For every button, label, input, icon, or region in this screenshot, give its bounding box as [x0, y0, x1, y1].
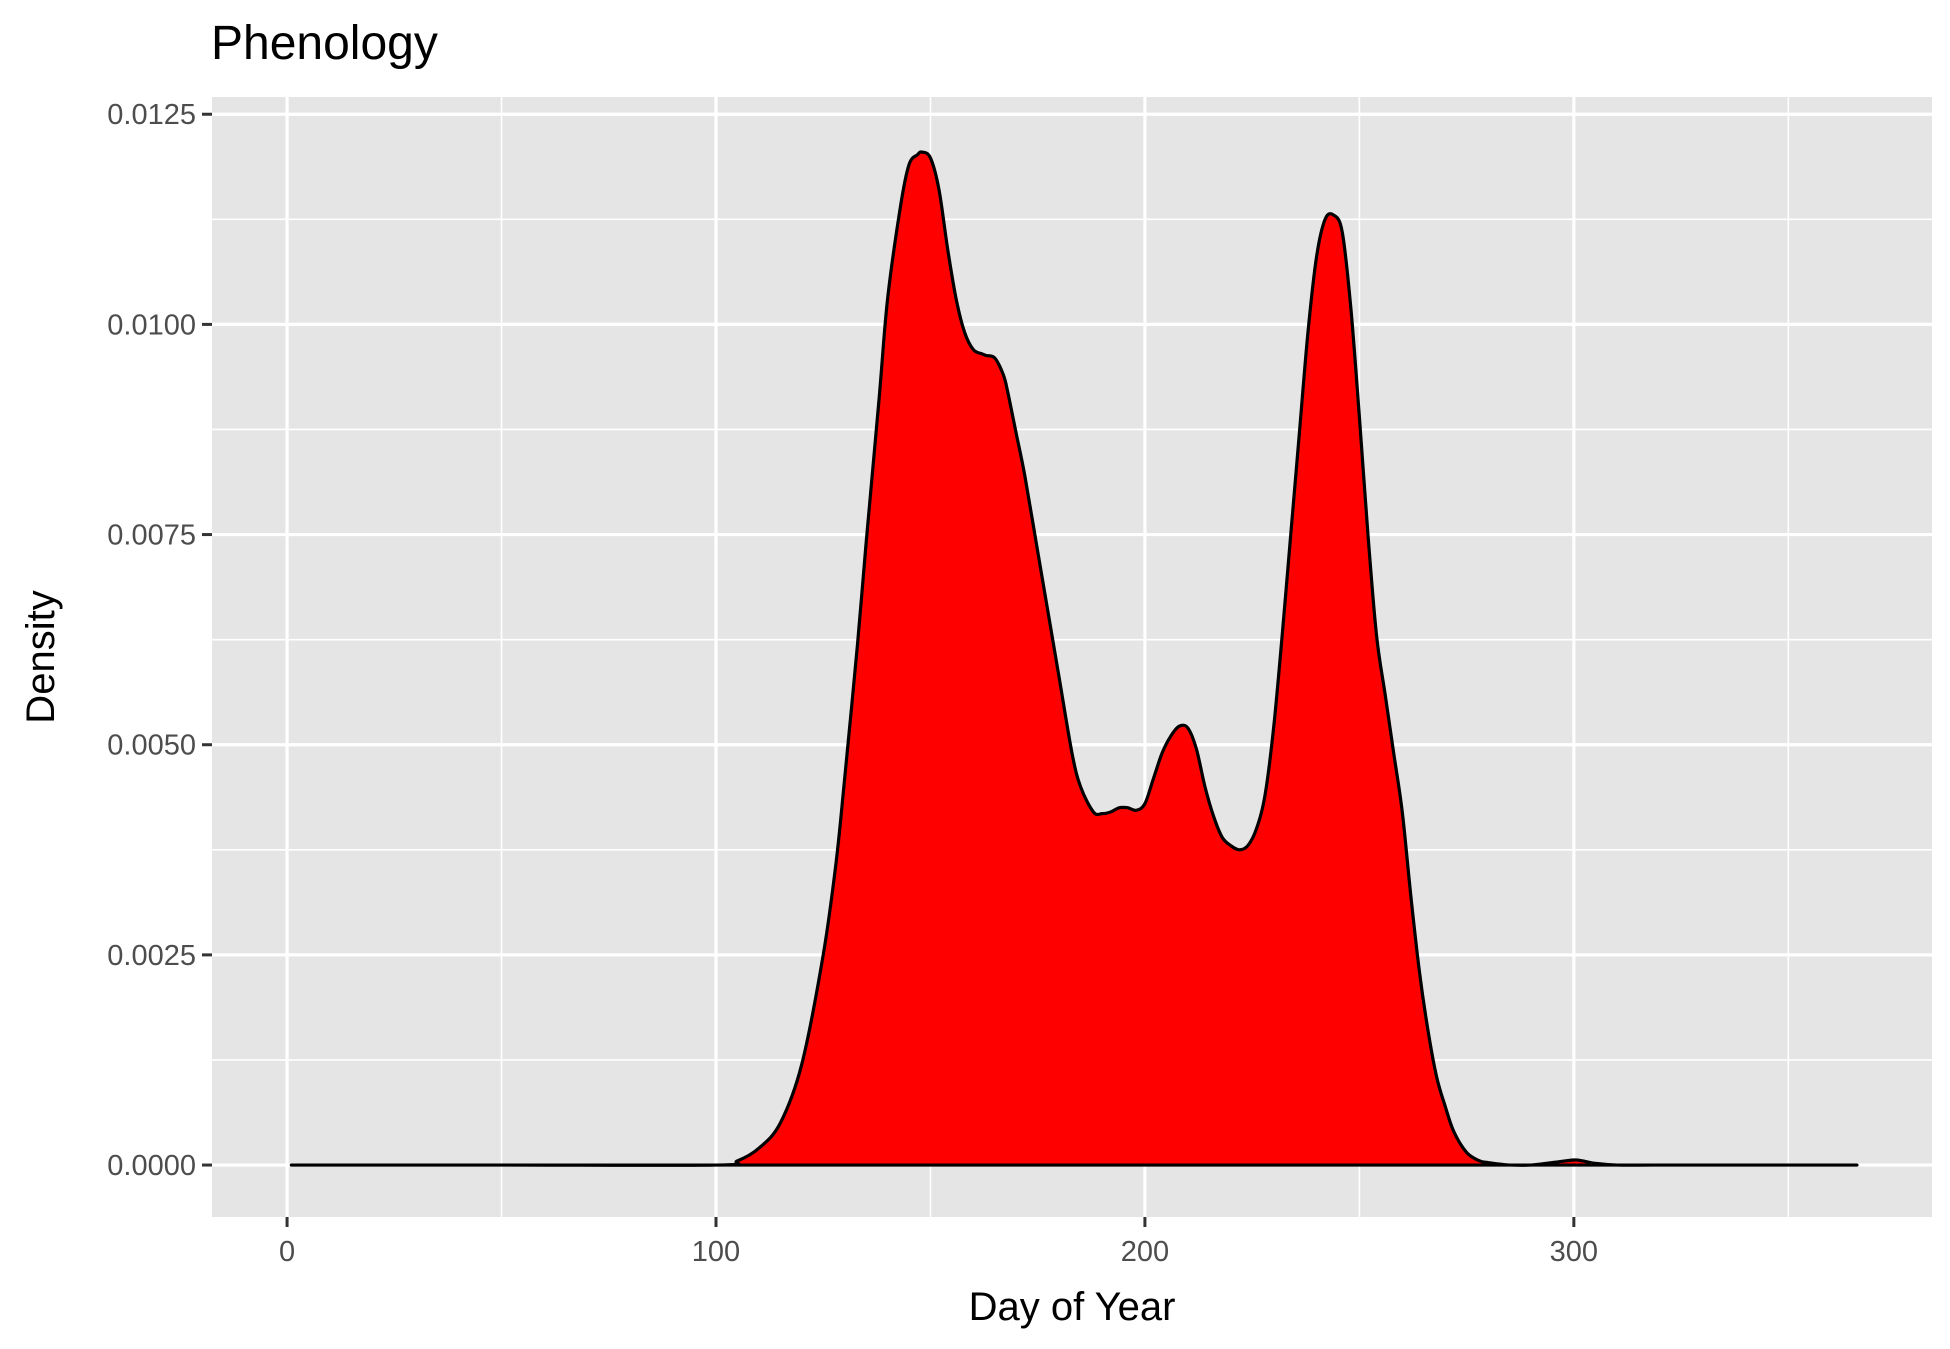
x-tick-label: 100	[692, 1236, 740, 1268]
y-tick-label: 0.0075	[107, 520, 196, 552]
chart-title: Phenology	[211, 17, 438, 70]
y-axis-title: Density	[19, 590, 63, 723]
x-tick-label: 200	[1121, 1236, 1169, 1268]
y-tick-label: 0.0125	[107, 99, 196, 131]
y-tick-label: 0.0100	[107, 309, 196, 341]
x-axis-title: Day of Year	[969, 1285, 1176, 1329]
density-line	[289, 150, 1859, 1167]
x-tick-label: 0	[279, 1236, 295, 1268]
y-axis: 0.0000 0.0025 0.0050 0.0075 0.0100 0.0125	[107, 99, 212, 1182]
y-tick-label: 0.0050	[107, 730, 196, 762]
y-tick-label: 0.0000	[107, 1150, 196, 1182]
x-tick-label: 300	[1550, 1236, 1598, 1268]
y-tick-label: 0.0025	[107, 940, 196, 972]
x-axis: 0 100 200 300	[279, 1217, 1598, 1268]
density-area	[291, 151, 1857, 1166]
